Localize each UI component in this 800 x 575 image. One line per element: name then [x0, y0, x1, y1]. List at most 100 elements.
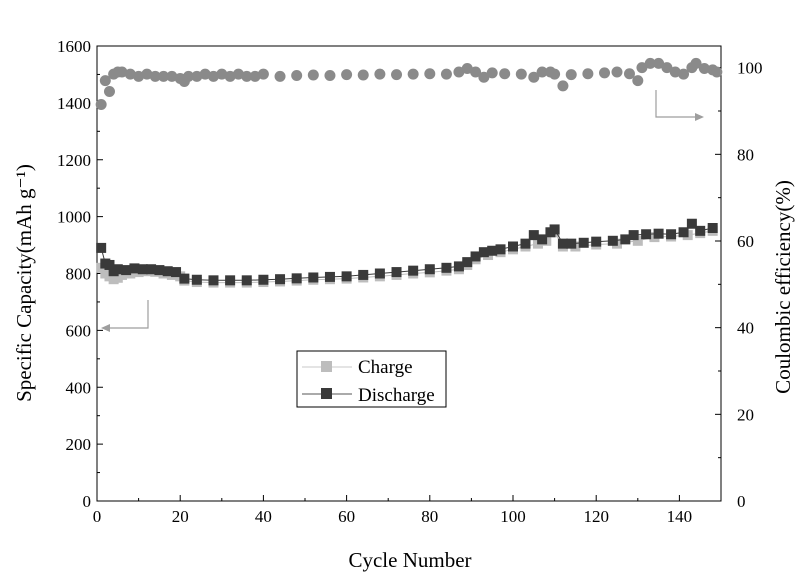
- data-point: [653, 57, 665, 69]
- data-point: [591, 236, 602, 247]
- data-point: [557, 80, 569, 92]
- data-point: [183, 70, 195, 82]
- data-point: [391, 267, 402, 278]
- data-point: [146, 264, 157, 275]
- data-point: [462, 257, 473, 268]
- data-point: [95, 99, 107, 110]
- data-point: [678, 227, 689, 238]
- data-point: [695, 225, 706, 236]
- data-point: [191, 274, 202, 285]
- data-point: [470, 66, 482, 78]
- data-point: [216, 68, 228, 80]
- data-point: [478, 247, 489, 258]
- right-axis-arrow-line: [655, 90, 698, 118]
- data-point: [707, 223, 718, 233]
- data-point: [308, 272, 319, 283]
- data-point: [486, 67, 498, 79]
- y-axis-left-title: Specific Capacity(mAh g⁻¹): [12, 164, 36, 402]
- data-point: [528, 71, 540, 83]
- data-point: [487, 245, 498, 256]
- x-tick-label: 140: [667, 507, 693, 526]
- data-point: [453, 66, 465, 78]
- data-point: [669, 66, 681, 78]
- data-point: [104, 259, 115, 270]
- data-point: [528, 230, 539, 241]
- y-left-tick-label: 1400: [57, 94, 91, 113]
- x-tick-label: 20: [172, 507, 189, 526]
- data-point: [641, 229, 652, 240]
- data-point: [599, 67, 611, 79]
- data-point: [341, 69, 353, 81]
- data-point: [690, 57, 702, 69]
- data-point: [565, 69, 577, 81]
- x-axis: 0 20 40 60 80 100 120 140: [93, 495, 692, 526]
- data-point: [158, 70, 170, 82]
- data-point: [249, 70, 261, 82]
- data-point: [536, 66, 548, 78]
- data-point: [103, 86, 115, 97]
- legend-charge-marker: [321, 361, 332, 372]
- left-axis-arrow-line: [106, 300, 149, 329]
- data-point: [162, 266, 173, 277]
- data-point: [291, 69, 303, 81]
- x-tick-label: 60: [338, 507, 355, 526]
- data-point: [508, 241, 518, 252]
- y-right-tick-label: 20: [737, 405, 754, 424]
- data-point: [557, 238, 568, 249]
- data-point: [566, 238, 577, 249]
- y-axis-left: 0 200 400 600 800 1000 1200 1400 1600: [57, 37, 103, 511]
- y-left-tick-label: 1000: [57, 208, 91, 227]
- y-axis-right-title: Coulombic efficiency(%): [771, 180, 795, 394]
- annotation-arrows: [101, 90, 704, 332]
- data-point: [257, 68, 269, 80]
- data-point: [124, 68, 136, 80]
- y-left-tick-label: 400: [66, 378, 92, 397]
- data-point: [341, 271, 352, 282]
- y-left-tick-label: 200: [66, 435, 92, 454]
- y-left-tick-label: 0: [83, 492, 92, 511]
- legend-charge-label: Charge: [358, 357, 413, 378]
- data-point: [644, 57, 656, 69]
- data-point: [291, 273, 302, 284]
- y-right-tick-label: 100: [737, 59, 763, 78]
- y-left-tick-label: 800: [66, 265, 92, 284]
- series-layer: [95, 57, 723, 288]
- data-point: [666, 229, 677, 240]
- data-point: [258, 274, 269, 285]
- legend-discharge-label: Discharge: [358, 385, 435, 406]
- data-point: [499, 68, 511, 80]
- data-point: [578, 237, 589, 248]
- data-point: [374, 68, 386, 80]
- data-point: [391, 69, 403, 81]
- data-point: [112, 264, 123, 275]
- data-point: [623, 68, 635, 80]
- data-point: [653, 228, 664, 239]
- data-point: [232, 68, 244, 80]
- data-point: [470, 251, 481, 262]
- y-right-tick-label: 80: [737, 145, 754, 164]
- data-point: [357, 69, 369, 81]
- data-point: [461, 63, 473, 75]
- data-point: [166, 70, 178, 82]
- series-discharge: [96, 218, 718, 286]
- data-point: [424, 68, 436, 80]
- data-point: [678, 68, 690, 80]
- y-axis-right: 0 20 40 60 80 100: [715, 59, 763, 511]
- data-point: [241, 275, 252, 286]
- data-point: [179, 273, 190, 284]
- x-tick-label: 100: [500, 507, 526, 526]
- data-point: [441, 262, 452, 273]
- legend-discharge-marker: [321, 388, 332, 399]
- data-point: [440, 68, 452, 80]
- data-point: [686, 218, 697, 229]
- data-point: [191, 70, 203, 82]
- data-point: [171, 267, 182, 278]
- left-axis-arrowhead: [101, 324, 110, 332]
- data-point: [582, 68, 594, 80]
- x-axis-title: Cycle Number: [348, 548, 471, 572]
- series-coulombic-efficiency: [95, 57, 723, 110]
- data-point: [133, 70, 145, 82]
- data-point: [99, 75, 111, 87]
- data-point: [537, 234, 548, 245]
- data-point: [358, 269, 369, 280]
